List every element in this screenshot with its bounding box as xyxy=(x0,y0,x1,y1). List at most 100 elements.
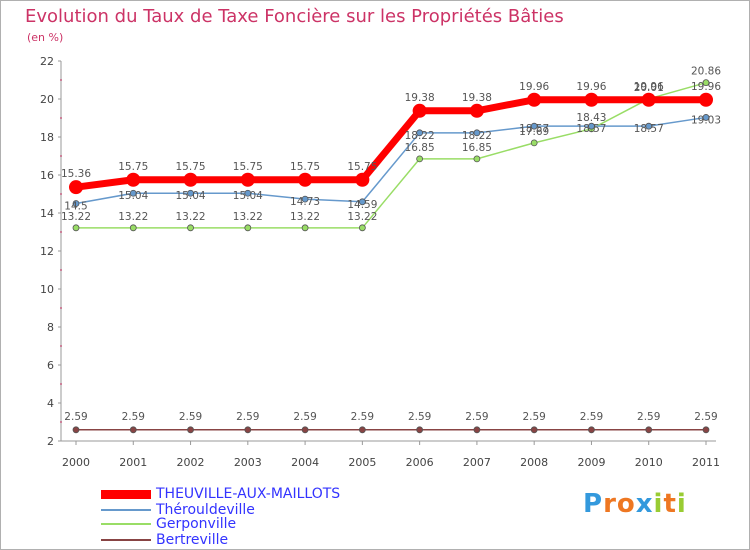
x-tick-label: 2003 xyxy=(234,456,262,469)
proxiti-logo: Proxiti xyxy=(583,489,687,519)
chart-subtitle: (en %) xyxy=(27,31,64,44)
data-point xyxy=(530,139,538,147)
data-point xyxy=(240,172,255,187)
data-label: 13.22 xyxy=(290,211,320,223)
data-label: 13.22 xyxy=(176,211,206,223)
data-point xyxy=(298,172,313,187)
data-point xyxy=(129,189,137,197)
y-tick-label: 6 xyxy=(47,359,54,372)
data-label: 20.86 xyxy=(691,66,721,78)
data-label: 14.59 xyxy=(347,199,377,211)
data-point xyxy=(72,426,80,434)
logo-letter: i xyxy=(653,489,664,519)
data-label: 15.04 xyxy=(233,190,263,202)
legend-item-bertreville[interactable]: Bertreville xyxy=(101,532,401,548)
data-label: 18.57 xyxy=(576,123,606,135)
data-label: 13.22 xyxy=(118,211,148,223)
data-point xyxy=(358,426,366,434)
legend-swatch-theuville xyxy=(101,490,151,499)
data-label: 2.59 xyxy=(580,411,603,423)
data-point xyxy=(244,426,252,434)
legend-item-therouldeville[interactable]: Thérouldeville xyxy=(101,502,401,518)
logo-letter: x xyxy=(635,489,654,519)
y-tick-label: 12 xyxy=(40,245,54,258)
series-line-1 xyxy=(75,116,707,205)
data-point xyxy=(358,224,366,232)
line-chart: 2 4 6 8 10 12 14 16 18 20 22 2000 2001 2002 2003 2004 20… xyxy=(40,55,721,469)
legend-item-theuville[interactable]: THEUVILLE-AUX-MAILLOTS xyxy=(101,486,401,502)
data-label: 15.04 xyxy=(176,190,206,202)
data-point xyxy=(588,426,595,434)
logo-letter: P xyxy=(583,489,604,519)
legend-item-gerponville[interactable]: Gerponville xyxy=(101,516,401,532)
data-label: 17.69 xyxy=(519,126,549,138)
data-point xyxy=(129,426,137,434)
data-point xyxy=(126,172,141,187)
data-label: 19.38 xyxy=(462,92,492,104)
data-point xyxy=(702,426,710,434)
x-tick-label: 2011 xyxy=(692,456,720,469)
series-line-0 xyxy=(75,96,706,191)
legend-label-theuville: THEUVILLE-AUX-MAILLOTS xyxy=(156,486,341,502)
data-label: 15.75 xyxy=(347,161,377,173)
data-label: 19.38 xyxy=(405,92,435,104)
y-tick-label: 14 xyxy=(40,207,54,220)
data-label: 14.73 xyxy=(290,196,320,208)
data-label: 2.59 xyxy=(522,411,545,423)
data-label: 13.22 xyxy=(347,211,377,223)
chart-title: Evolution du Taux de Taxe Foncière sur l… xyxy=(25,6,564,27)
legend-label-therouldeville: Thérouldeville xyxy=(156,502,255,518)
data-label: 2.59 xyxy=(122,411,145,423)
data-label: 19.96 xyxy=(576,81,606,93)
data-label: 15.75 xyxy=(290,161,320,173)
logo-letter: t xyxy=(663,489,677,519)
logo-letter: i xyxy=(676,489,687,519)
data-point xyxy=(412,103,427,118)
data-point xyxy=(72,224,80,232)
x-tick-label: 2004 xyxy=(291,456,319,469)
data-point xyxy=(416,129,424,137)
data-label: 18.57 xyxy=(519,123,549,135)
legend-swatch-therouldeville xyxy=(101,509,151,511)
data-point xyxy=(645,426,653,434)
data-point xyxy=(301,224,309,232)
logo-letter: r xyxy=(603,489,617,519)
logo-letter: o xyxy=(616,489,636,519)
y-tick-label: 8 xyxy=(47,321,54,334)
x-tick-label: 2007 xyxy=(463,456,491,469)
data-label: 16.85 xyxy=(462,142,492,154)
data-point xyxy=(473,426,481,434)
data-point xyxy=(702,79,710,87)
data-point xyxy=(187,426,194,434)
y-tick-label: 10 xyxy=(40,283,54,296)
x-tick-label: 2006 xyxy=(406,456,434,469)
data-point xyxy=(244,189,252,197)
x-tick-label: 2001 xyxy=(119,456,147,469)
data-point xyxy=(355,172,370,187)
data-point xyxy=(530,122,538,130)
data-label: 19.03 xyxy=(691,114,721,126)
data-label: 19.96 xyxy=(519,81,549,93)
data-label: 15.75 xyxy=(233,161,263,173)
data-label: 15.04 xyxy=(118,190,148,202)
data-point xyxy=(584,92,599,107)
data-label: 15.75 xyxy=(118,161,148,173)
data-label: 2.59 xyxy=(465,411,488,423)
y-tick-label: 2 xyxy=(47,435,54,448)
data-label: 15.36 xyxy=(61,168,91,180)
data-label: 2.59 xyxy=(637,411,660,423)
legend-label-gerponville: Gerponville xyxy=(156,516,237,532)
y-tick-label: 22 xyxy=(40,55,54,68)
data-point xyxy=(473,129,481,137)
data-label: 19.96 xyxy=(691,81,721,93)
data-point xyxy=(469,103,484,118)
data-point xyxy=(645,122,653,130)
x-tick-label: 2002 xyxy=(177,456,205,469)
data-point xyxy=(301,195,309,203)
data-label: 18.43 xyxy=(576,112,606,124)
data-point xyxy=(416,426,424,434)
data-point xyxy=(187,224,194,232)
data-point xyxy=(416,155,424,163)
data-label: 14.5 xyxy=(64,201,87,213)
